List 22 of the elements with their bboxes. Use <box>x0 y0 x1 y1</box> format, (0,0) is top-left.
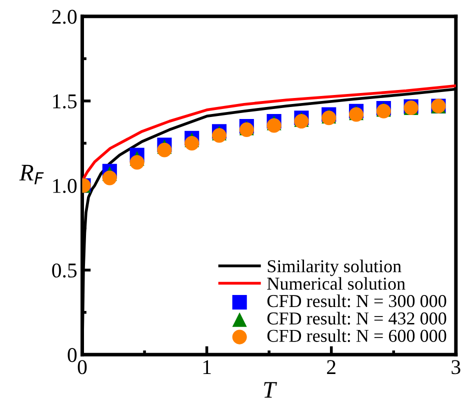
y-tick-label: 0 <box>68 348 77 362</box>
x-tick-label: 3 <box>452 360 460 374</box>
legend-label: Similarity solution <box>268 260 402 276</box>
point <box>266 118 282 133</box>
x-tick-label: 1 <box>203 360 211 374</box>
legend-label: CFD result: N = 300 000 <box>267 294 446 308</box>
point <box>102 170 117 186</box>
y-tick-label: 0.5 <box>52 263 77 278</box>
y-tick-label: 1.0 <box>53 178 77 194</box>
y-axis-title: R$_{F}$ <box>19 164 44 184</box>
legend-label: CFD result: N = 432 000 <box>267 312 446 325</box>
x-tick-label: 2 <box>327 360 336 374</box>
point <box>157 142 172 158</box>
point <box>130 155 144 170</box>
legend-label: CFD result: N = 600 000 <box>267 329 446 342</box>
point <box>184 136 200 151</box>
x-axis-title: T <box>264 382 278 398</box>
y-tick-label: 2.0 <box>52 10 77 24</box>
point <box>212 128 227 143</box>
y-tick-label: 1.5 <box>53 94 77 108</box>
legend-label: Numerical solution <box>267 277 406 290</box>
x-tick-label: 0 <box>78 360 87 374</box>
